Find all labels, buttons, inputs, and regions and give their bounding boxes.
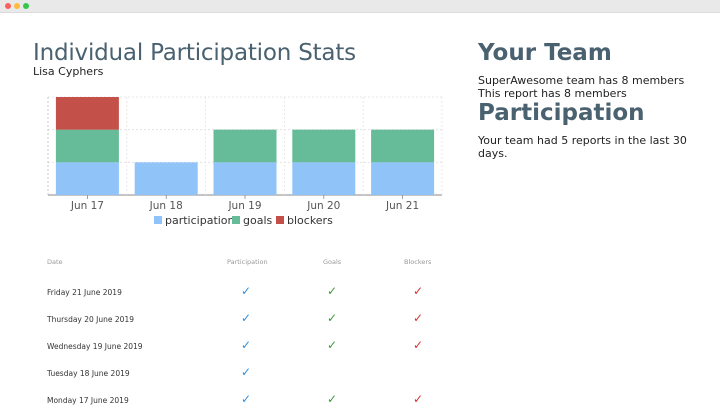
legend-label-blockers: blockers <box>287 214 333 227</box>
blockers-check-icon: ✓ <box>413 338 424 352</box>
bar-participation-0 <box>55 162 119 195</box>
header-participation: Participation <box>227 258 268 266</box>
x-tick-label: Jun 21 <box>385 200 419 212</box>
x-tick-label: Jun 19 <box>227 200 261 212</box>
participation-heading: Participation <box>478 100 645 126</box>
table-row: Tuesday 18 June 2019 ✓ <box>47 365 447 382</box>
table-row: Friday 21 June 2019 ✓ ✓ ✓ <box>47 284 447 301</box>
goals-check-icon: ✓ <box>327 338 338 352</box>
zoom-window-button[interactable] <box>23 3 29 9</box>
row-date: Monday 17 June 2019 <box>47 396 129 405</box>
row-date: Thursday 20 June 2019 <box>47 315 134 324</box>
bar-participation-1 <box>134 162 198 195</box>
goals-check-icon: ✓ <box>327 311 338 325</box>
x-tick-label: Jun 17 <box>70 200 104 212</box>
table-row: Monday 17 June 2019 ✓ ✓ ✓ <box>47 392 447 409</box>
participation-summary: Your team had 5 reports in the last 30 d… <box>478 134 687 160</box>
x-tick-label: Jun 18 <box>149 200 183 212</box>
bar-blockers-0 <box>55 97 119 130</box>
participation-check-icon: ✓ <box>241 392 252 406</box>
bar-goals-4 <box>371 129 435 163</box>
bar-participation-3 <box>292 162 356 195</box>
bar-participation-4 <box>371 162 435 195</box>
table-row: Wednesday 19 June 2019 ✓ ✓ ✓ <box>47 338 447 355</box>
legend-label-participation: participation <box>165 214 235 227</box>
close-window-button[interactable] <box>5 3 11 9</box>
header-goals: Goals <box>323 258 342 266</box>
row-date: Friday 21 June 2019 <box>47 288 122 297</box>
legend-swatch-participation <box>154 216 162 224</box>
legend-swatch-goals <box>232 216 240 224</box>
table-row: Thursday 20 June 2019 ✓ ✓ ✓ <box>47 311 447 328</box>
participation-check-icon: ✓ <box>241 338 252 352</box>
blockers-check-icon: ✓ <box>413 392 424 406</box>
legend-label-goals: goals <box>243 214 273 227</box>
participation-check-icon: ✓ <box>241 311 252 325</box>
goals-check-icon: ✓ <box>327 392 338 406</box>
minimize-window-button[interactable] <box>14 3 20 9</box>
legend-swatch-blockers <box>276 216 284 224</box>
participation-check-icon: ✓ <box>241 365 252 379</box>
row-date: Tuesday 18 June 2019 <box>47 369 130 378</box>
bar-goals-2 <box>213 129 277 163</box>
goals-check-icon: ✓ <box>327 284 338 298</box>
page-title: Individual Participation Stats <box>33 40 356 66</box>
blockers-check-icon: ✓ <box>413 284 424 298</box>
window-titlebar <box>0 0 720 13</box>
user-name: Lisa Cyphers <box>33 65 104 78</box>
team-report-text: This report has 8 members <box>478 87 627 100</box>
bar-goals-3 <box>292 129 356 163</box>
x-tick-label: Jun 20 <box>306 200 340 212</box>
header-blockers: Blockers <box>404 258 432 266</box>
row-date: Wednesday 19 June 2019 <box>47 342 143 351</box>
team-heading: Your Team <box>478 40 612 66</box>
bar-participation-2 <box>213 162 277 195</box>
participation-check-icon: ✓ <box>241 284 252 298</box>
participation-chart: Jun 17 Jun 18 Jun 19 Jun 20 Jun 21 participa… <box>47 96 443 227</box>
blockers-check-icon: ✓ <box>413 311 424 325</box>
team-members-text: SuperAwesome team has 8 members <box>478 74 685 87</box>
header-date: Date <box>47 258 63 266</box>
bar-goals-0 <box>55 129 119 163</box>
